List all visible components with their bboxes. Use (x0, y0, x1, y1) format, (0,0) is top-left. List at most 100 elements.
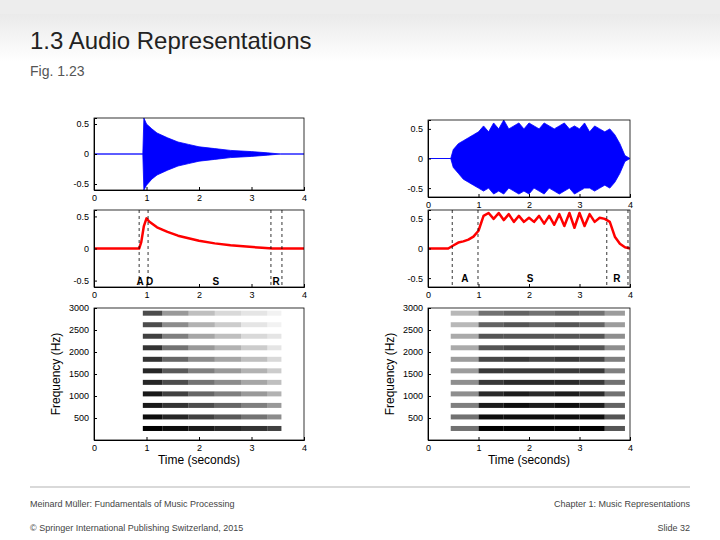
spectrogram-cell (479, 311, 504, 316)
x-tick: 1 (476, 437, 481, 453)
spectrogram-cell (479, 414, 504, 419)
spectrogram-cell (143, 403, 162, 408)
x-tick-label: 4 (628, 443, 633, 453)
y-tick-label: 0 (418, 154, 423, 164)
x-tick: 3 (577, 437, 582, 453)
spectrogram-cell (451, 357, 479, 362)
y-tick-label: 500 (408, 413, 423, 423)
spectrogram-cell (143, 426, 162, 431)
spectrogram-cell (504, 380, 529, 385)
phase-marker (452, 210, 453, 287)
y-axis-line (429, 121, 432, 198)
spectrogram-cell (241, 322, 267, 327)
spectrogram-cell (554, 357, 579, 362)
y-tick-label: 3000 (69, 303, 89, 313)
y-tick-label: -0.5 (407, 183, 423, 193)
x-tick-label: 0 (426, 290, 431, 300)
spectrogram-cell (451, 380, 479, 385)
spectrogram-cell (451, 414, 479, 419)
y-tick: 0 (84, 149, 97, 159)
spectrogram-cell (529, 345, 554, 350)
x-axis-title: Time (seconds) (158, 453, 240, 467)
spectrogram-cell (143, 380, 162, 385)
x-tick-label: 2 (527, 443, 532, 453)
chart-panel: 0123450010001500200025003000Time (second… (383, 303, 633, 467)
x-tick: 3 (577, 284, 582, 300)
chart-panel: 01234-0.500.5 (407, 120, 633, 210)
spectrogram-cell (162, 345, 188, 350)
spectrogram-cell (241, 403, 267, 408)
x-tick-label: 3 (577, 200, 582, 210)
y-tick-mark (94, 249, 97, 250)
plot-background (428, 308, 630, 440)
y-tick-label: -0.5 (73, 179, 89, 189)
y-tick-mark (428, 249, 431, 250)
spectrogram-cell (143, 391, 162, 396)
spectrogram-cell (479, 322, 504, 327)
spectrogram-cell (267, 322, 281, 327)
y-tick: 1000 (403, 391, 431, 401)
spectrogram-cell (162, 391, 188, 396)
spectrogram-cell (479, 426, 504, 431)
spectrogram-cell (267, 380, 281, 385)
spectrogram-cell (504, 426, 529, 431)
y-tick: 0 (84, 244, 97, 254)
slide: 1.3 Audio RepresentationsFig. 1.23Meinar… (0, 0, 720, 540)
x-tick-label: 4 (302, 443, 307, 453)
spectrogram-cell (479, 368, 504, 373)
spectrogram-cell (241, 391, 267, 396)
y-tick-mark (94, 184, 97, 185)
plot-background (94, 210, 304, 287)
y-tick-mark (94, 216, 97, 217)
x-tick: 4 (302, 284, 307, 300)
x-axis-line (429, 194, 631, 198)
x-axis-line (429, 437, 631, 441)
spectrogram-cell (451, 368, 479, 373)
x-tick: 4 (628, 194, 633, 210)
spectrogram-cell (451, 311, 479, 316)
x-tick-label: 2 (527, 290, 532, 300)
x-tick-label: 0 (426, 200, 431, 210)
spectrogram-cell (605, 345, 625, 350)
spectrogram-cell (451, 322, 479, 327)
x-tick-mark (252, 187, 253, 190)
x-tick-label: 2 (527, 200, 532, 210)
spectrogram-cell (479, 357, 504, 362)
spectrogram-cell (605, 403, 625, 408)
phase-label: S (212, 276, 219, 287)
x-tick: 2 (197, 284, 202, 300)
y-tick-label: 2500 (69, 325, 89, 335)
spectrogram-cell (504, 357, 529, 362)
spectrogram-cell (554, 334, 579, 339)
plot-background (94, 118, 304, 190)
slide-title: 1.3 Audio Representations (30, 27, 312, 54)
x-tick-mark (580, 194, 581, 197)
y-axis-title: Frequency (Hz) (383, 333, 397, 416)
chart-panel: 01234-0.500.5 (73, 118, 307, 203)
spectrogram-cell (529, 357, 554, 362)
x-tick: 1 (476, 194, 481, 210)
plot-frame (428, 210, 630, 287)
x-tick-label: 3 (249, 290, 254, 300)
spectrogram-cell (479, 334, 504, 339)
plot-marks (143, 311, 282, 431)
x-tick: 3 (249, 187, 254, 203)
spectrogram-cell (267, 334, 281, 339)
y-tick-mark (428, 308, 431, 309)
phase-marker (281, 210, 282, 287)
y-axis: -0.500.5 (407, 211, 431, 288)
y-tick: 0 (418, 154, 431, 164)
phase-label: S (527, 273, 534, 284)
y-tick-label: 0.5 (76, 212, 89, 222)
x-tick-mark (147, 187, 148, 190)
y-axis-line (95, 119, 98, 191)
spectrogram-cell (162, 357, 188, 362)
y-tick: 2500 (403, 325, 431, 335)
x-tick-label: 0 (426, 443, 431, 453)
x-tick-mark (479, 437, 480, 440)
plot-background (428, 210, 630, 287)
x-tick-mark (630, 284, 631, 287)
spectrogram-cell (162, 322, 188, 327)
x-tick: 4 (302, 187, 307, 203)
x-tick: 2 (197, 437, 202, 453)
